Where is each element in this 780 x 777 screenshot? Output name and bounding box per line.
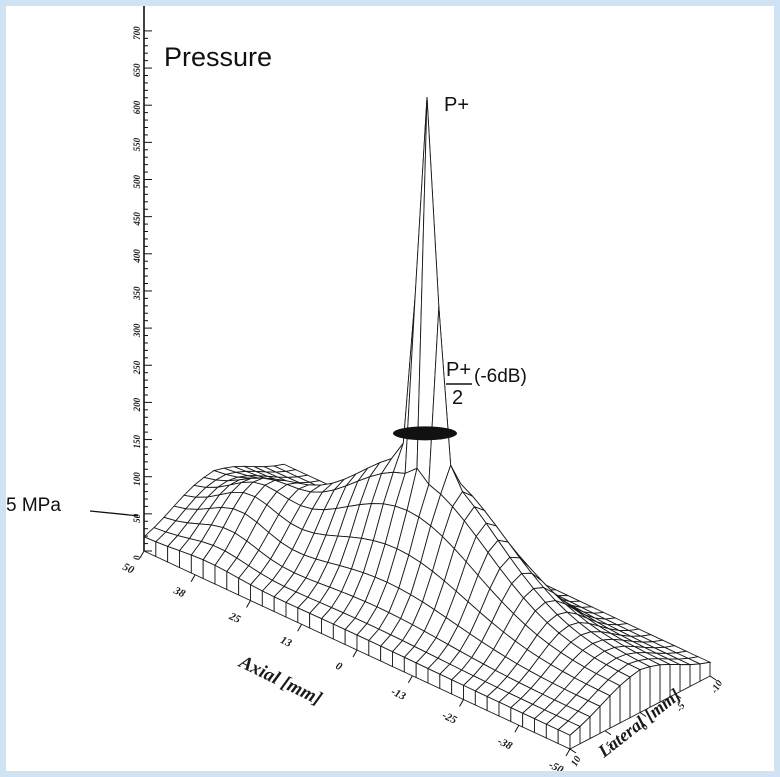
z-tick-label: 600 — [132, 100, 142, 114]
axial-tick-label: 13 — [278, 634, 294, 650]
axial-tick-label: -25 — [440, 709, 459, 726]
lateral-tick-label: 10 — [569, 754, 584, 768]
pressure-surface-mesh — [90, 97, 710, 749]
surface-skirt — [680, 665, 690, 692]
z-tick-label: 450 — [132, 212, 142, 227]
z-tick-label: 400 — [132, 249, 142, 264]
axial-tick — [191, 575, 195, 582]
axial-tick-label: -50 — [547, 759, 566, 771]
z-tick-label: 300 — [132, 323, 142, 338]
half-max-denominator: 2 — [452, 387, 463, 409]
axial-tick — [408, 676, 412, 683]
axial-tick-label: -13 — [389, 686, 408, 703]
z-axis: 0501001502002503003504004505005506006507… — [132, 6, 152, 560]
z-tick-label: 100 — [132, 472, 142, 486]
peak-label: P+ — [444, 94, 469, 116]
axial-tick — [353, 650, 357, 657]
surface-skirt — [690, 664, 700, 687]
axial-tick — [460, 700, 464, 707]
z-tick-label: 50 — [132, 513, 142, 523]
z-tick-label: 250 — [132, 360, 142, 375]
lateral-tick — [570, 749, 576, 753]
half-max-suffix: (-6dB) — [474, 366, 527, 387]
surface-skirt — [180, 551, 192, 573]
z-tick-label: 500 — [132, 175, 142, 189]
axial-tick — [566, 749, 570, 756]
axial-tick — [247, 601, 251, 608]
axial-tick-label: 50 — [121, 561, 137, 577]
z-tick-label: 700 — [132, 26, 142, 40]
reference-leader-line — [90, 511, 138, 516]
axial-tick-label: 25 — [226, 610, 242, 626]
z-tick-label: 150 — [132, 435, 142, 449]
axial-axis-title: Axial [mm] — [235, 651, 325, 709]
z-tick-label: 350 — [132, 286, 142, 301]
half-max-ellipse — [393, 426, 457, 440]
axial-tick-label: 38 — [171, 584, 187, 600]
axial-tick — [298, 624, 302, 631]
axial-tick — [515, 725, 519, 732]
reference-level-label: 5 MPa — [6, 495, 61, 516]
surface-skirt — [620, 677, 630, 723]
surface-skirt — [700, 662, 710, 681]
axial-tick-label: 0 — [334, 660, 345, 673]
pressure-surface-chart: 0501001502002503003504004505005506006507… — [6, 6, 774, 771]
axial-tick-label: -38 — [496, 735, 515, 752]
z-axis-title: Pressure — [164, 42, 272, 72]
chart-frame: 0 50 100 150 200 250 300 350 400 450 500 550 600 650 7… — [6, 6, 774, 771]
z-tick-label: 200 — [132, 397, 142, 412]
z-tick-label: 650 — [132, 63, 142, 77]
lateral-tick-label: -10 — [709, 678, 725, 695]
axial-tick — [140, 551, 144, 558]
z-tick-label: 550 — [132, 137, 142, 151]
half-max-numerator: P+ — [446, 359, 471, 381]
